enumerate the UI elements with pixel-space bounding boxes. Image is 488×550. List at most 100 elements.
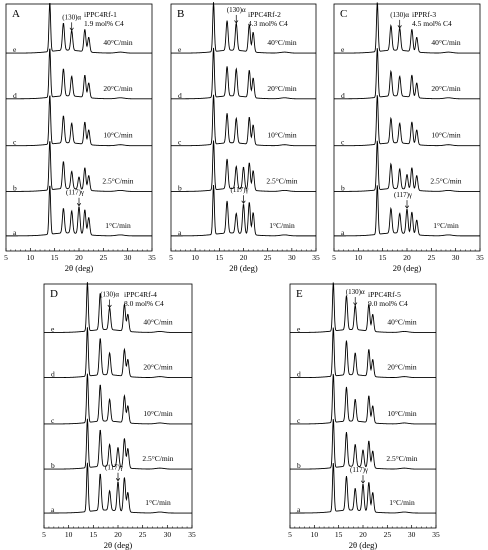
trace-label: c (341, 138, 345, 147)
trace-label: b (13, 183, 17, 192)
annotation-130-alpha: (130)α (346, 288, 365, 296)
annotation-130-alpha: (130)α (100, 291, 119, 299)
trace-c (44, 373, 192, 425)
trace-label: a (297, 505, 301, 514)
trace-label: b (297, 461, 301, 470)
annotation-arrowhead (69, 27, 74, 31)
trace-c (6, 95, 152, 147)
x-axis-title: 2θ (deg) (349, 540, 378, 550)
cooling-rate-label: 40°C/min (103, 38, 133, 47)
trace-b (290, 419, 436, 470)
trace-label: d (13, 91, 17, 100)
trace-label: c (51, 416, 55, 425)
trace-b (6, 141, 152, 192)
composition-label: 4.3 mol% C4 (248, 19, 288, 28)
trace-d (334, 48, 480, 100)
x-axis-title: 2θ (deg) (229, 263, 258, 273)
annotation-130-alpha: (130)α (390, 11, 409, 19)
x-tick-label: 15 (216, 253, 224, 262)
trace-label: e (297, 324, 301, 333)
x-tick-label: 30 (452, 253, 460, 262)
composition-label: 1.9 mol% C4 (84, 19, 124, 28)
trace-label: c (13, 138, 17, 147)
trace-label: c (178, 138, 182, 147)
cooling-rate-label: 20°C/min (387, 363, 417, 372)
annotation-arrowhead (107, 304, 112, 309)
annotation-130-alpha: (130)α (62, 13, 81, 21)
x-tick-label: 20 (75, 253, 83, 262)
composition-label: 8.0 mol% C4 (124, 299, 164, 308)
trace-d (290, 327, 436, 379)
x-tick-label: 30 (408, 530, 416, 539)
cooling-rate-label: 10°C/min (431, 131, 461, 140)
x-tick-label: 25 (264, 253, 272, 262)
x-axis-title: 2θ (deg) (104, 540, 133, 550)
x-tick-label: 25 (100, 253, 108, 262)
trace-b (334, 140, 480, 192)
cooling-rate-label: 20°C/min (267, 84, 297, 93)
x-tick-label: 10 (191, 253, 199, 262)
panel-letter: D (50, 288, 58, 300)
annotation-117-gamma: (117)γ (394, 191, 412, 199)
cooling-rate-label: 1°C/min (269, 221, 295, 230)
trace-d (6, 48, 152, 100)
trace-e (290, 282, 436, 333)
trace-label: e (13, 45, 17, 54)
annotation-arrowhead (360, 480, 366, 484)
trace-a (334, 185, 480, 237)
cooling-rate-label: 40°C/min (143, 317, 173, 326)
x-tick-label: 20 (240, 253, 248, 262)
cooling-rate-label: 2.5°C/min (386, 454, 417, 463)
cooling-rate-label: 2.5°C/min (266, 176, 297, 185)
trace-a (44, 462, 192, 514)
annotation-117-gamma: (117)γ (66, 189, 84, 197)
x-tick-label: 35 (476, 253, 484, 262)
x-tick-label: 20 (403, 253, 411, 262)
trace-e (44, 282, 192, 333)
trace-label: a (341, 228, 345, 237)
x-tick-label: 15 (90, 530, 98, 539)
cooling-rate-label: 2.5°C/min (430, 176, 461, 185)
trace-label: a (178, 228, 182, 237)
x-tick-label: 25 (139, 530, 147, 539)
cooling-rate-label: 1°C/min (145, 498, 171, 507)
x-tick-label: 5 (42, 530, 46, 539)
trace-d (44, 327, 192, 379)
trace-e (6, 2, 152, 54)
panel-letter: C (340, 8, 347, 20)
annotation-117-gamma: (117)γ (350, 466, 368, 474)
annotation-130-alpha: (130)α (227, 6, 246, 14)
cooling-rate-label: 20°C/min (103, 84, 133, 93)
annotation-arrowhead (353, 302, 358, 306)
trace-e (334, 2, 480, 54)
cooling-rate-label: 1°C/min (433, 221, 459, 230)
cooling-rate-label: 10°C/min (143, 409, 173, 418)
cooling-rate-label: 40°C/min (267, 38, 297, 47)
sample-name: iPPC4Rf-2 (248, 10, 281, 19)
panel-b: 5 10 15 20 25 30 35 2θ (deg) B iPPC4Rf-24.3 mol% … (169, 2, 320, 273)
trace-c (171, 94, 316, 147)
x-tick-label: 5 (169, 253, 173, 262)
panel-letter: E (296, 288, 303, 300)
panel-a: 5 10 15 20 25 30 35 2θ (deg) A iPPC4Rf-11.9 mol% … (4, 2, 156, 273)
composition-label: 9.0 mol% C4 (368, 299, 408, 308)
trace-d (171, 47, 316, 100)
x-tick-label: 25 (428, 253, 436, 262)
trace-label: d (341, 91, 345, 100)
sample-name: iPPC4Rf-1 (84, 10, 117, 19)
trace-a (290, 462, 436, 514)
x-tick-label: 20 (359, 530, 367, 539)
sample-name: iPPRf-3 (412, 10, 436, 19)
x-tick-label: 30 (164, 530, 172, 539)
trace-label: d (178, 91, 182, 100)
panel-letter: A (12, 8, 20, 20)
x-tick-label: 35 (188, 530, 196, 539)
trace-label: d (297, 370, 301, 379)
trace-label: a (13, 228, 17, 237)
annotation-117-gamma: (117)γ (231, 186, 249, 194)
x-tick-label: 5 (4, 253, 8, 262)
trace-b (44, 418, 192, 470)
trace-label: b (51, 461, 55, 470)
annotation-arrowhead (241, 200, 246, 204)
